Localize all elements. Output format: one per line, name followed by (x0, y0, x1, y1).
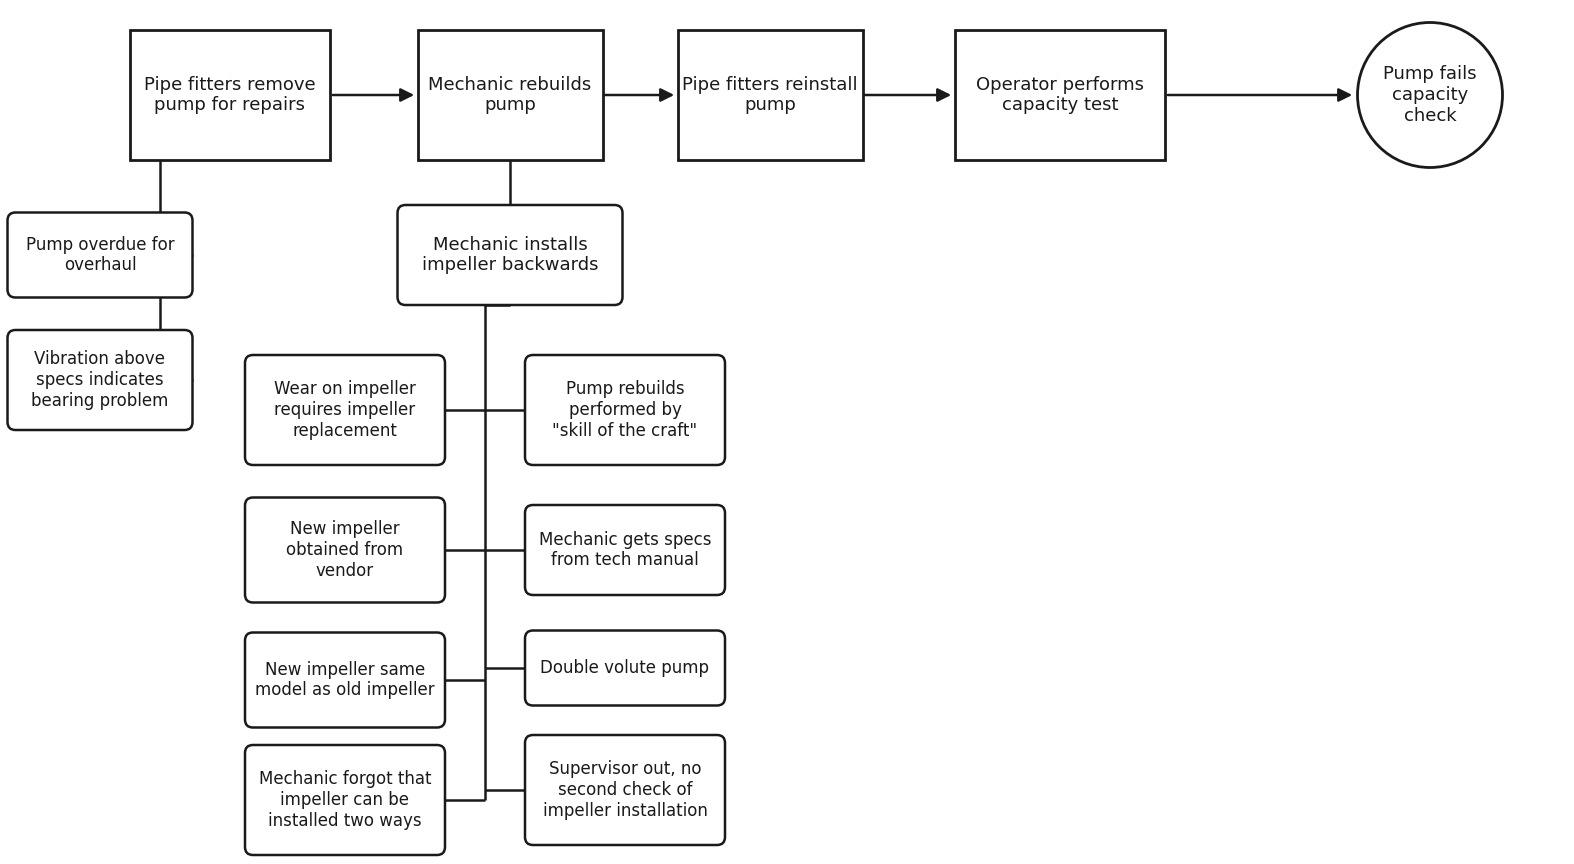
FancyBboxPatch shape (8, 213, 192, 297)
FancyBboxPatch shape (246, 745, 445, 855)
Bar (677, 30, 863, 160)
Text: Wear on impeller
requires impeller
replacement: Wear on impeller requires impeller repla… (274, 380, 416, 440)
FancyBboxPatch shape (246, 632, 445, 727)
Text: New impeller
obtained from
vendor: New impeller obtained from vendor (286, 520, 403, 580)
Bar (131, 30, 331, 160)
Text: Pump overdue for
overhaul: Pump overdue for overhaul (25, 236, 175, 275)
Ellipse shape (1357, 22, 1503, 168)
Bar (955, 30, 1165, 160)
Text: Mechanic installs
impeller backwards: Mechanic installs impeller backwards (422, 236, 598, 275)
FancyBboxPatch shape (246, 355, 445, 465)
Text: Mechanic forgot that
impeller can be
installed two ways: Mechanic forgot that impeller can be ins… (258, 770, 431, 829)
FancyBboxPatch shape (526, 505, 726, 595)
FancyBboxPatch shape (526, 355, 726, 465)
FancyBboxPatch shape (526, 735, 726, 845)
Bar (417, 30, 603, 160)
Text: Operator performs
capacity test: Operator performs capacity test (976, 76, 1144, 114)
Text: Pipe fitters reinstall
pump: Pipe fitters reinstall pump (682, 76, 858, 114)
FancyBboxPatch shape (8, 330, 192, 430)
Text: Pump rebuilds
performed by
"skill of the craft": Pump rebuilds performed by "skill of the… (552, 380, 697, 440)
FancyBboxPatch shape (526, 631, 726, 706)
Text: Pipe fitters remove
pump for repairs: Pipe fitters remove pump for repairs (145, 76, 316, 114)
Text: Vibration above
specs indicates
bearing problem: Vibration above specs indicates bearing … (31, 350, 168, 410)
Text: Double volute pump: Double volute pump (540, 659, 710, 677)
FancyBboxPatch shape (246, 498, 445, 602)
Text: New impeller same
model as old impeller: New impeller same model as old impeller (255, 661, 434, 699)
Text: Pump fails
capacity
check: Pump fails capacity check (1384, 65, 1476, 124)
Text: Mechanic rebuilds
pump: Mechanic rebuilds pump (428, 76, 592, 114)
Text: Supervisor out, no
second check of
impeller installation: Supervisor out, no second check of impel… (543, 760, 707, 820)
Text: Mechanic gets specs
from tech manual: Mechanic gets specs from tech manual (538, 530, 711, 569)
FancyBboxPatch shape (398, 205, 622, 305)
